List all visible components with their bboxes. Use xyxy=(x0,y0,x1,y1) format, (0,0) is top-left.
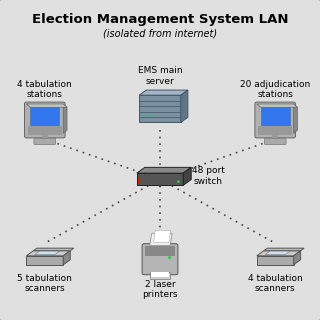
Text: 4 tabulation
stations: 4 tabulation stations xyxy=(17,80,72,99)
Bar xyxy=(272,135,278,140)
Bar xyxy=(28,126,62,135)
Bar xyxy=(137,173,183,185)
Bar xyxy=(150,271,170,278)
FancyBboxPatch shape xyxy=(34,138,56,145)
Circle shape xyxy=(147,115,149,116)
Circle shape xyxy=(177,180,180,183)
Text: 4 tabulation
scanners: 4 tabulation scanners xyxy=(248,274,303,293)
Polygon shape xyxy=(137,167,191,173)
Text: Election Management System LAN: Election Management System LAN xyxy=(32,13,288,26)
Polygon shape xyxy=(34,248,74,251)
Polygon shape xyxy=(150,234,172,246)
Polygon shape xyxy=(139,90,188,95)
Bar xyxy=(258,126,292,135)
Polygon shape xyxy=(183,167,191,185)
Bar xyxy=(145,246,175,257)
Bar xyxy=(257,256,294,265)
Polygon shape xyxy=(265,251,290,255)
Polygon shape xyxy=(181,90,188,122)
Polygon shape xyxy=(154,230,171,243)
Circle shape xyxy=(142,115,144,116)
Text: (isolated from internet): (isolated from internet) xyxy=(103,29,217,39)
Text: 2 laser
printers: 2 laser printers xyxy=(142,280,178,300)
Polygon shape xyxy=(257,104,298,107)
Text: EMS main
server: EMS main server xyxy=(138,66,182,86)
Polygon shape xyxy=(264,248,304,251)
Bar xyxy=(261,107,290,126)
Bar xyxy=(30,107,59,126)
Bar xyxy=(139,95,181,122)
Polygon shape xyxy=(63,251,70,265)
Text: 20 adjudication
stations: 20 adjudication stations xyxy=(240,80,310,99)
FancyBboxPatch shape xyxy=(255,102,296,138)
Polygon shape xyxy=(27,251,70,256)
Text: 5 tabulation
scanners: 5 tabulation scanners xyxy=(17,274,72,293)
Polygon shape xyxy=(63,104,67,133)
Bar xyxy=(151,272,169,277)
Polygon shape xyxy=(294,104,298,133)
Text: 48 port
switch: 48 port switch xyxy=(192,166,225,186)
Bar xyxy=(138,177,140,183)
Polygon shape xyxy=(257,251,301,256)
FancyBboxPatch shape xyxy=(142,244,178,275)
Circle shape xyxy=(168,256,171,259)
Bar xyxy=(42,135,48,140)
Circle shape xyxy=(152,115,154,116)
Polygon shape xyxy=(27,104,67,107)
FancyBboxPatch shape xyxy=(264,138,286,145)
Polygon shape xyxy=(294,251,301,265)
FancyBboxPatch shape xyxy=(25,102,65,138)
Bar xyxy=(27,256,63,265)
Polygon shape xyxy=(35,251,60,255)
